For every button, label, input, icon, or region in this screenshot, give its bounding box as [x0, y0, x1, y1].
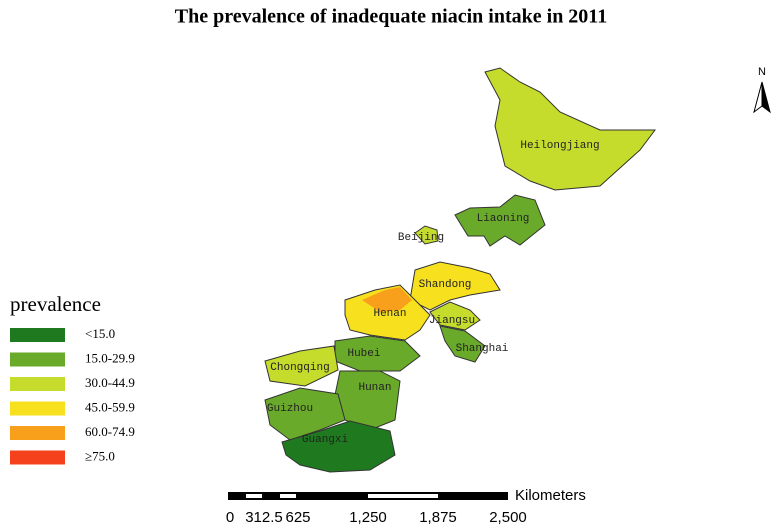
scale-bar: Kilometers 0 312.5 625 1,250 1,875 2,500: [226, 487, 586, 526]
legend-label: ≥75.0: [85, 448, 115, 463]
province: [334, 335, 421, 372]
province: [429, 301, 481, 331]
map-title: The prevalence of inadequate niacin inta…: [175, 6, 607, 28]
province-label: Shanghai: [456, 343, 509, 355]
scale-label: 2,500: [489, 509, 527, 526]
province: [334, 370, 401, 431]
legend-swatch: [10, 377, 65, 391]
legend-swatch: [10, 401, 65, 416]
scale-label: 312.5: [245, 509, 283, 526]
legend-label: 45.0-59.9: [85, 399, 135, 414]
legend-label: 15.0-29.9: [85, 350, 135, 365]
legend-swatch: [10, 450, 65, 465]
province-label: Shandong: [419, 279, 472, 291]
scale-label: 1,875: [419, 509, 457, 526]
province: [281, 420, 396, 473]
province-label: Hunan: [358, 382, 391, 394]
scale-label: 625: [285, 509, 310, 526]
province: [264, 345, 339, 387]
province-label: Liaoning: [477, 213, 530, 225]
province-label: Jiangsu: [429, 315, 475, 327]
legend-label: 60.0-74.9: [85, 424, 135, 439]
legend-swatch: [10, 352, 65, 367]
legend-label: 30.0-44.9: [85, 375, 135, 390]
scale-label: 1,250: [349, 509, 387, 526]
scale-bar-segment: [368, 494, 438, 498]
province: [454, 194, 546, 247]
province-label: Heilongjiang: [520, 140, 599, 152]
province-labels: Heilongjiang Liaoning Beijing Shandong H…: [267, 140, 600, 446]
north-arrow: N: [753, 66, 771, 114]
province: [439, 325, 486, 363]
north-arrow-right: [761, 81, 771, 114]
province: [264, 387, 346, 441]
province-label: Beijing: [398, 232, 444, 244]
province-label: Chongqing: [270, 362, 329, 374]
legend-swatch: [10, 426, 65, 440]
legend-title: prevalence: [10, 292, 101, 316]
scale-unit: Kilometers: [515, 487, 586, 504]
scale-label: 0: [226, 509, 234, 526]
legend-swatch: [10, 328, 65, 342]
province-label: Hubei: [347, 348, 380, 360]
scale-bar-segment: [280, 494, 296, 498]
north-label: N: [758, 66, 766, 78]
province: [484, 67, 656, 191]
province-label: Henan: [373, 308, 406, 320]
province: [414, 225, 439, 245]
north-arrow-left: [753, 81, 763, 114]
province-patch: [362, 287, 412, 312]
province-label: Guizhou: [267, 403, 313, 415]
scale-bar-segment: [246, 494, 262, 498]
legend-label: <15.0: [85, 326, 115, 341]
legend: <15.0 15.0-29.9 30.0-44.9 45.0-59.9 60.0-74.…: [10, 326, 135, 465]
province-label: Guangxi: [302, 434, 349, 446]
provinces: [264, 67, 656, 473]
